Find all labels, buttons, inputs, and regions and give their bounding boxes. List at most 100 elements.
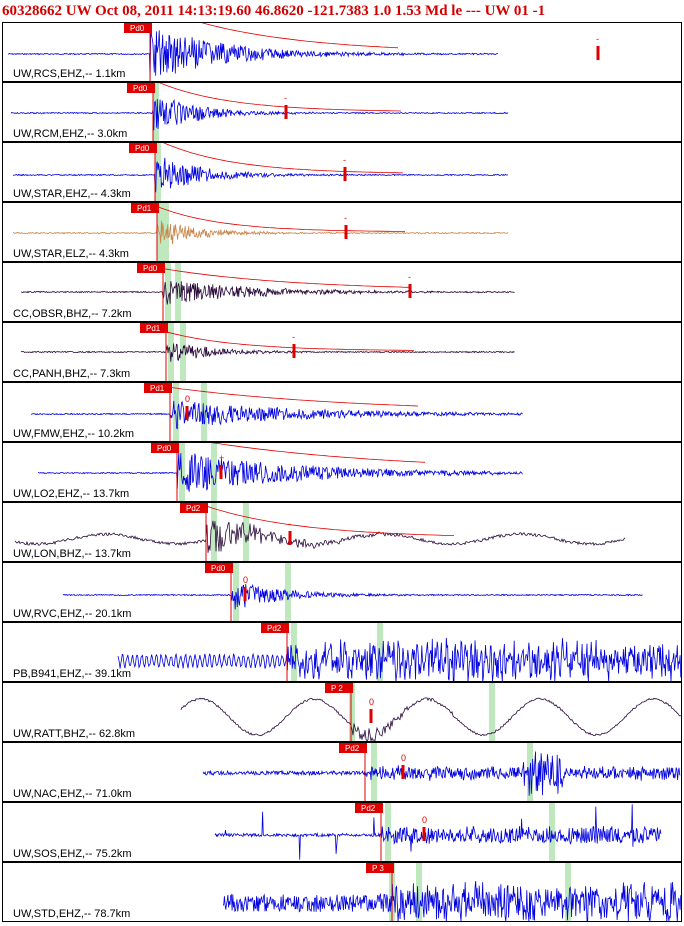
pick-flag[interactable] xyxy=(205,563,233,573)
pick-label: Pd2 xyxy=(267,624,282,633)
coda-end-marker[interactable] xyxy=(422,827,426,841)
pick-flag[interactable] xyxy=(127,83,155,93)
waveform-canvas: P 3 xyxy=(222,863,681,921)
trace-panel[interactable]: Pd0 + UW,LO2,EHZ,-- 13.7km xyxy=(2,442,682,502)
pick-flag[interactable] xyxy=(261,623,289,633)
trace-panel[interactable]: Pd1 - UW,STAR,ELZ,-- 4.3km xyxy=(2,202,682,262)
coda-end-marker[interactable] xyxy=(284,105,288,119)
waveform-trace xyxy=(222,880,681,921)
coda-envelope xyxy=(169,387,419,407)
pick-label: Pd2 xyxy=(361,804,376,813)
pick-flag[interactable] xyxy=(151,443,179,453)
channel-label: UW,STAR,ELZ,-- 4.3km xyxy=(13,248,129,260)
waveform-trace xyxy=(12,157,509,193)
trace-panel[interactable]: P 3 UW,STD,EHZ,-- 78.7km xyxy=(2,862,682,922)
channel-label: UW,STD,EHZ,-- 78.7km xyxy=(13,908,131,920)
analysis-window xyxy=(165,263,171,321)
trace-panel[interactable]: Pd0 - UW,STAR,EHZ,-- 4.3km xyxy=(2,142,682,202)
coda-end-marker[interactable] xyxy=(243,587,247,601)
pick-flag[interactable] xyxy=(131,203,159,213)
waveform-canvas: Pd2 xyxy=(117,623,681,681)
channel-label: PB,B941,EHZ,-- 39.1km xyxy=(13,668,131,680)
coda-end-marker[interactable] xyxy=(408,284,412,298)
waveform-canvas: Pd1 - xyxy=(12,203,509,261)
waveform-trace xyxy=(7,26,499,81)
coda-end-marker[interactable] xyxy=(596,46,600,60)
waveform-canvas: Pd2 - xyxy=(14,503,626,561)
coda-end-marker[interactable] xyxy=(219,465,223,479)
analysis-window xyxy=(489,683,495,741)
channel-label: UW,NAC,EHZ,-- 71.0km xyxy=(13,788,132,800)
trace-panel[interactable]: Pd1 - CC,PANH,BHZ,-- 7.3km xyxy=(2,322,682,382)
channel-label: UW,FMW,EHZ,-- 10.2km xyxy=(13,428,134,440)
coda-envelope xyxy=(156,206,406,232)
trace-panel[interactable]: Pd0 0 UW,RVC,EHZ,-- 20.1km xyxy=(2,562,682,622)
trace-panel[interactable]: P 2 0 UW,RATT,BHZ,-- 62.8km xyxy=(2,682,682,742)
coda-marker-label: 0 xyxy=(369,697,374,707)
channel-label: UW,RCM,EHZ,-- 3.0km xyxy=(13,128,128,140)
channel-label: UW,SOS,EHZ,-- 75.2km xyxy=(13,848,132,860)
analysis-window xyxy=(291,623,297,681)
pick-label: Pd1 xyxy=(150,384,165,393)
pick-flag[interactable] xyxy=(180,503,208,513)
coda-end-marker[interactable] xyxy=(401,765,405,779)
trace-panel[interactable]: Pd0 - UW,RCM,EHZ,-- 3.0km xyxy=(2,82,682,142)
pick-label: Pd0 xyxy=(133,84,148,93)
waveform-canvas: Pd0 - xyxy=(7,23,600,81)
pick-label: Pd2 xyxy=(345,744,360,753)
trace-panel[interactable]: Pd0 - UW,RCS,EHZ,-- 1.1km xyxy=(2,22,682,82)
coda-end-marker[interactable] xyxy=(292,344,296,358)
trace-panel[interactable]: Pd2 0 UW,NAC,EHZ,-- 71.0km xyxy=(2,742,682,802)
pick-flag[interactable] xyxy=(124,23,152,33)
trace-panel[interactable]: Pd2 0 UW,SOS,EHZ,-- 75.2km xyxy=(2,802,682,862)
pick-label: Pd1 xyxy=(137,204,152,213)
pick-label: Pd0 xyxy=(135,144,150,153)
trace-panel[interactable]: Pd2 - UW,LON,BHZ,-- 13.7km xyxy=(2,502,682,562)
channel-label: UW,LON,BHZ,-- 13.7km xyxy=(13,548,131,560)
waveform-trace xyxy=(10,98,509,131)
coda-marker-label: + xyxy=(219,453,224,463)
channel-label: UW,STAR,EHZ,-- 4.3km xyxy=(13,188,131,200)
pick-label: P 2 xyxy=(331,684,343,693)
analysis-window xyxy=(157,203,163,261)
analysis-window xyxy=(211,503,217,561)
pick-flag[interactable] xyxy=(325,683,353,693)
channel-label: UW,LO2,EHZ,-- 13.7km xyxy=(13,488,130,500)
waveform-trace xyxy=(14,520,626,553)
pick-flag[interactable] xyxy=(140,323,168,333)
trace-panel[interactable]: Pd0 - CC,OBSR,BHZ,-- 7.2km xyxy=(2,262,682,322)
waveform-canvas: Pd0 - xyxy=(12,143,509,201)
seismogram-panel-stack: Pd0 - UW,RCS,EHZ,-- 1.1km Pd0 - UW,RCM,EHZ,--… xyxy=(0,22,684,926)
analysis-window xyxy=(416,863,422,921)
waveform-trace xyxy=(38,453,523,492)
pick-flag[interactable] xyxy=(129,143,157,153)
coda-end-marker[interactable] xyxy=(185,406,189,420)
coda-end-marker[interactable] xyxy=(344,225,348,239)
coda-end-marker[interactable] xyxy=(288,531,292,545)
pick-flag[interactable] xyxy=(339,743,367,753)
pick-label: Pd0 xyxy=(211,564,226,573)
waveform-canvas: P 2 0 xyxy=(180,683,681,741)
pick-label: Pd1 xyxy=(146,324,161,333)
coda-marker-label: - xyxy=(284,93,287,103)
coda-marker-label: - xyxy=(408,272,411,282)
trace-panel[interactable]: Pd2 PB,B941,EHZ,-- 39.1km xyxy=(2,622,682,682)
coda-envelope xyxy=(163,143,404,174)
coda-end-marker[interactable] xyxy=(369,709,373,723)
pick-flag[interactable] xyxy=(355,803,383,813)
pick-label: Pd2 xyxy=(186,504,201,513)
waveform-canvas: Pd0 + xyxy=(38,443,523,501)
coda-marker-label: 0 xyxy=(422,815,427,825)
coda-envelope xyxy=(162,268,412,288)
trace-panel[interactable]: Pd1 0 UW,FMW,EHZ,-- 10.2km xyxy=(2,382,682,442)
waveform-canvas: Pd2 0 xyxy=(202,743,681,801)
analysis-window xyxy=(168,323,174,381)
pick-flag[interactable] xyxy=(137,263,165,273)
waveform-trace xyxy=(20,281,515,305)
analysis-window xyxy=(173,383,179,441)
analysis-window xyxy=(565,863,571,921)
waveform-trace xyxy=(12,220,509,245)
pick-flag[interactable] xyxy=(366,863,394,873)
coda-end-marker[interactable] xyxy=(343,167,347,181)
pick-flag[interactable] xyxy=(144,383,172,393)
